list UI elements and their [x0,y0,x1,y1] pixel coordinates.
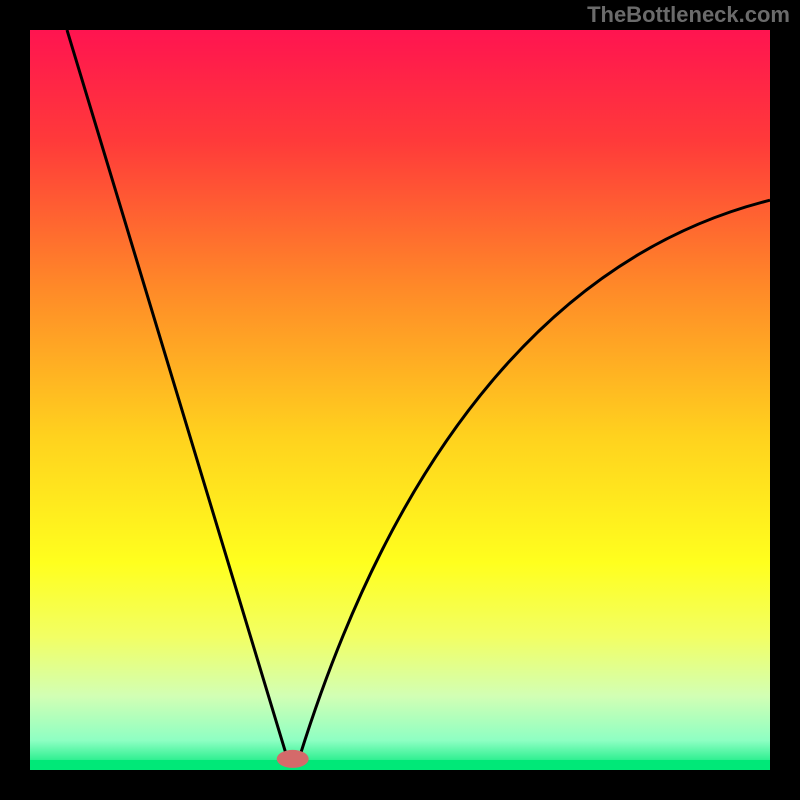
chart-container: TheBottleneck.com [0,0,800,800]
chart-svg [0,0,800,800]
optimal-marker [277,750,309,768]
watermark-text: TheBottleneck.com [587,2,790,28]
plot-background [30,30,770,770]
plot-bottom-band [30,760,770,770]
